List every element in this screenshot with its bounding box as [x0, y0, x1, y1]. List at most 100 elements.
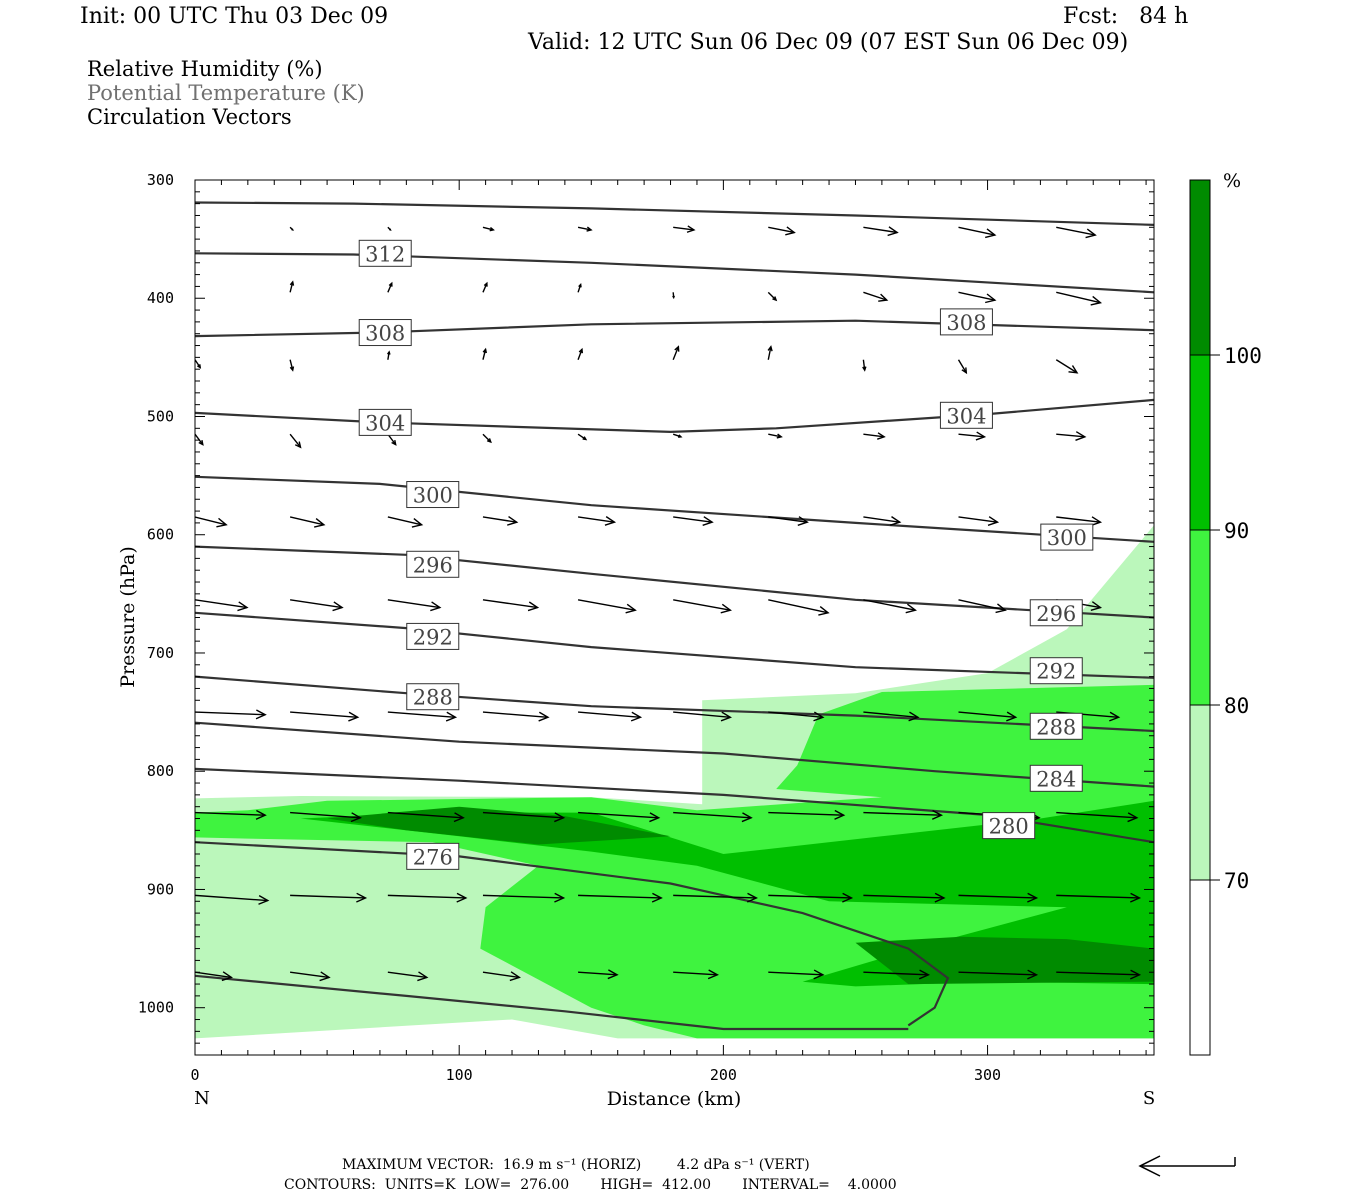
contour-label: 284 — [1029, 764, 1083, 792]
y-tick-label: 600 — [147, 526, 174, 544]
y-tick-label: 900 — [147, 880, 174, 898]
contour-label: 300 — [406, 481, 460, 509]
contour-label: 276 — [406, 842, 460, 870]
vector-shaft — [863, 711, 919, 718]
circulation-vector — [387, 281, 393, 293]
circulation-vector — [863, 516, 902, 526]
vector-shaft — [767, 291, 777, 301]
circulation-vector — [673, 969, 719, 980]
vector-head — [221, 971, 233, 982]
theta-contour-line — [195, 252, 1154, 294]
vector-shaft — [768, 971, 823, 976]
vector-head — [483, 281, 488, 287]
vector-head — [578, 347, 584, 354]
vector-head — [1027, 892, 1039, 903]
theta-contour-line — [195, 319, 1154, 338]
legend-potential-temperature: Potential Temperature (K) — [87, 81, 365, 105]
circulation-vector — [958, 711, 1018, 722]
vector-head — [582, 436, 588, 441]
circulation-vector — [195, 809, 267, 820]
vector-head — [1130, 892, 1142, 903]
vector-shaft — [290, 599, 343, 609]
vector-head — [985, 228, 997, 239]
contour-label-box — [406, 842, 460, 870]
circulation-vector — [957, 359, 968, 375]
vector-shaft — [768, 599, 829, 614]
circulation-vector — [863, 969, 931, 980]
vector-shaft — [768, 433, 782, 438]
vector-head — [607, 969, 619, 980]
vector-shaft — [195, 811, 266, 816]
vector-shaft — [387, 894, 466, 899]
circulation-vector — [290, 711, 360, 722]
circulation-vector — [673, 516, 714, 526]
contour-label-text: 280 — [989, 815, 1029, 839]
contour-label-text: 304 — [365, 411, 405, 435]
circulation-vector — [958, 599, 1007, 614]
vector-head — [506, 515, 519, 526]
vector-head — [985, 293, 997, 304]
circulation-vector — [673, 225, 696, 233]
vector-shaft — [387, 811, 464, 819]
circulation-vector — [578, 711, 643, 722]
contour-label-text: 312 — [365, 242, 405, 266]
vector-shaft — [673, 599, 731, 611]
vector-shaft — [767, 346, 772, 360]
circulation-vector — [958, 431, 987, 441]
vector-head — [453, 812, 465, 823]
vector-head — [1090, 601, 1103, 611]
circulation-vector — [578, 969, 619, 980]
circulation-vector — [290, 892, 368, 903]
vector-shaft — [387, 599, 440, 609]
contour-label-box — [406, 683, 460, 711]
vector-head — [905, 603, 917, 614]
vector-shaft — [577, 599, 636, 611]
vector-shaft — [387, 282, 393, 293]
vector-head — [1109, 711, 1121, 722]
contour-label-text: 284 — [1036, 767, 1076, 791]
circulation-vector — [768, 226, 796, 236]
vector-head — [386, 350, 391, 355]
circulation-vector — [1056, 226, 1097, 239]
vector-head — [237, 601, 249, 612]
vector-shaft — [958, 971, 1037, 976]
vector-shaft — [578, 811, 659, 819]
circulation-vector — [958, 226, 997, 239]
colorbar-level-label: 100 — [1224, 344, 1262, 368]
colorbar-segment — [1189, 529, 1211, 706]
circulation-vector — [767, 345, 773, 360]
theta-contour-line — [195, 974, 909, 1031]
circulation-vector — [578, 811, 661, 823]
vector-head — [348, 711, 360, 722]
contour-label-box — [406, 481, 460, 509]
vector-head — [674, 345, 680, 352]
vector-head — [1027, 969, 1039, 980]
vector-shaft — [768, 711, 823, 718]
circulation-vector — [195, 599, 249, 612]
vector-head — [767, 345, 773, 352]
circulation-vector — [958, 291, 997, 304]
vector-shaft — [863, 599, 916, 611]
circulation-vector — [386, 350, 391, 360]
circulation-vector — [482, 515, 519, 526]
vector-head — [538, 711, 550, 722]
circulation-vector — [768, 599, 830, 616]
y-tick-label: 500 — [147, 407, 174, 425]
vector-head — [741, 812, 753, 823]
circulation-vector — [768, 892, 854, 903]
vector-head — [625, 603, 637, 614]
vector-head — [887, 226, 899, 237]
circulation-vector — [482, 226, 495, 232]
vector-head — [294, 441, 302, 449]
vector-shaft — [958, 599, 1006, 611]
circulation-vector — [482, 281, 488, 293]
vector-head — [456, 892, 468, 903]
rh-region-90 — [300, 800, 1154, 987]
colorbar-unit: % — [1223, 170, 1241, 192]
circulation-vector — [387, 811, 465, 823]
circulation-vector — [1056, 291, 1103, 306]
circulation-vector — [195, 359, 202, 369]
theta-contour-line — [195, 201, 1154, 226]
vector-head — [319, 971, 331, 982]
vector-head — [486, 438, 492, 444]
